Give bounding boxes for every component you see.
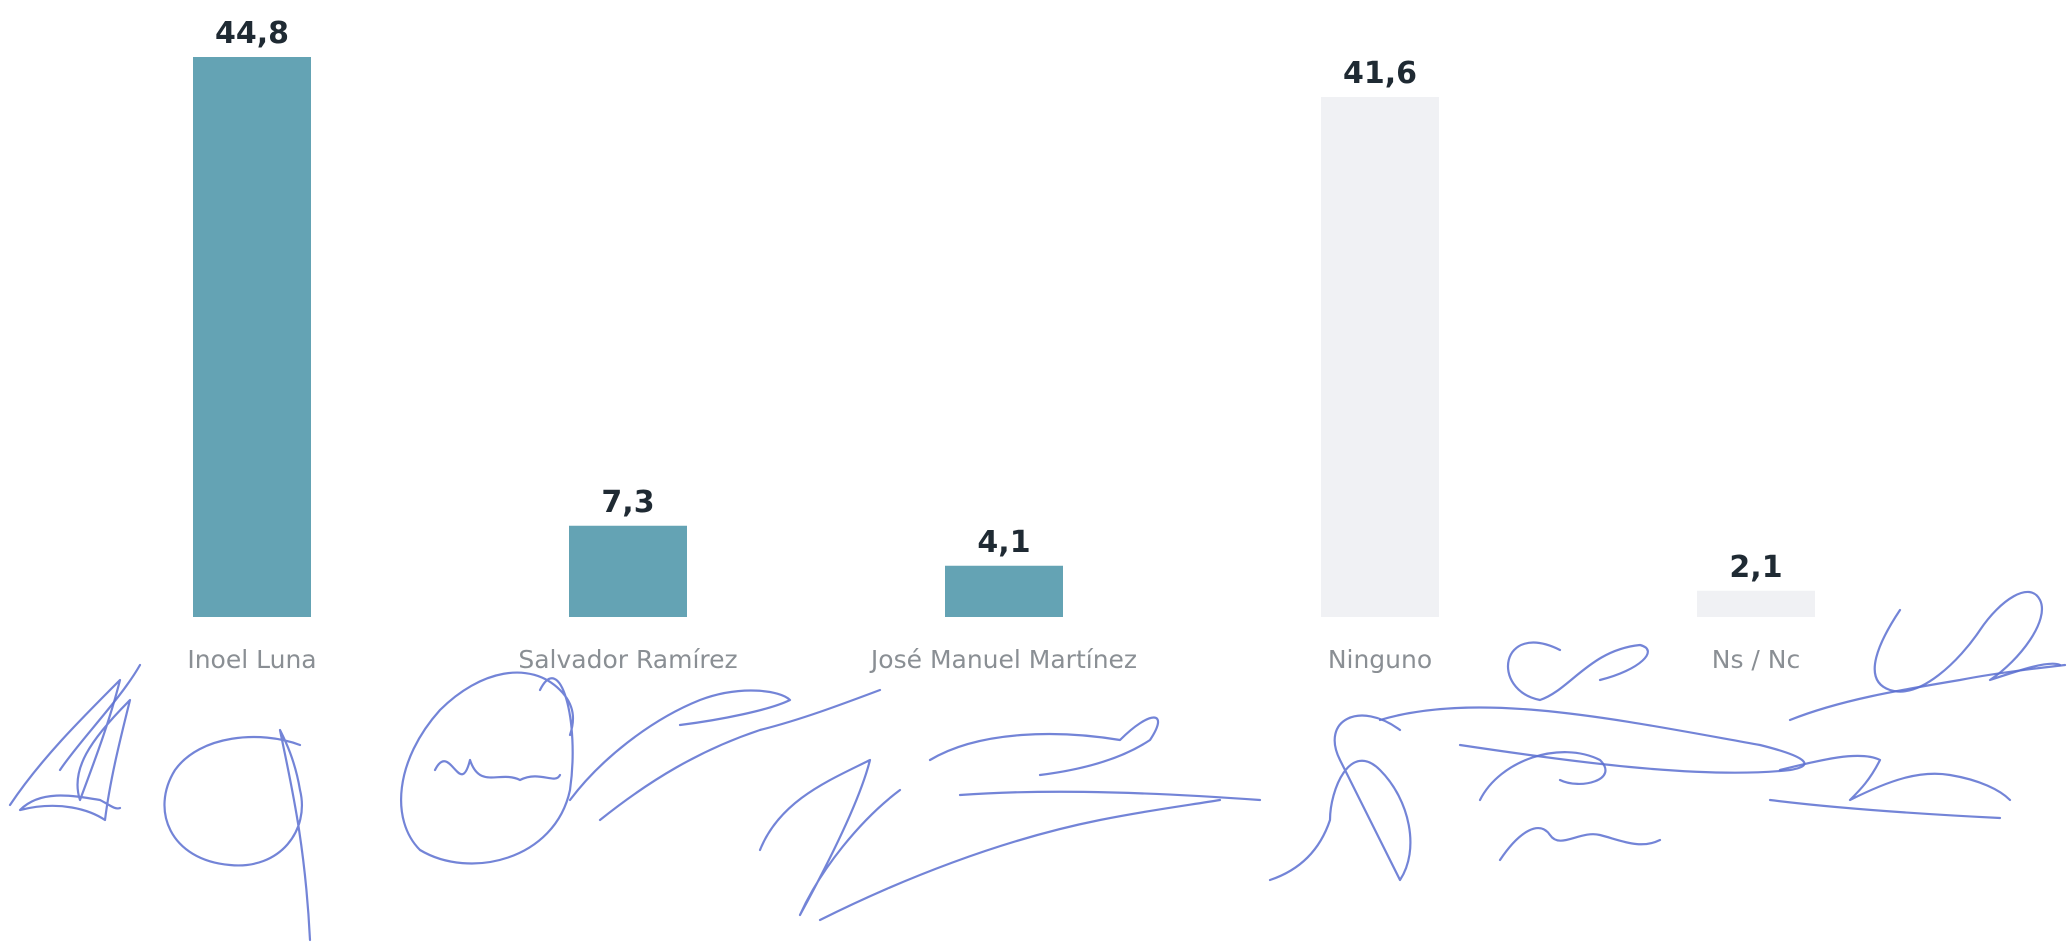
value-label-3: 4,1 [977, 525, 1030, 560]
category-label-2: Salvador Ramírez [518, 645, 737, 674]
bar-5 [1697, 590, 1815, 617]
category-label-3: José Manuel Martínez [869, 645, 1137, 674]
bar-1 [193, 57, 311, 617]
bars-group [193, 57, 1815, 617]
signature-4 [758, 716, 1262, 922]
category-labels-group: Inoel Luna Salvador Ramírez José Manuel Ma… [187, 645, 1800, 674]
value-labels-group: 44,8 7,3 4,1 41,6 2,1 [215, 16, 1783, 585]
category-label-4: Ninguno [1328, 645, 1432, 674]
bar-3 [945, 565, 1063, 617]
signature-2 [163, 728, 312, 942]
value-label-2: 7,3 [601, 485, 654, 520]
signatures-overlay [8, 590, 2067, 942]
value-label-1: 44,8 [215, 16, 289, 51]
signature-1 [8, 663, 142, 822]
category-label-5: Ns / Nc [1712, 645, 1801, 674]
bar-2 [569, 525, 687, 617]
signature-5 [1268, 641, 1806, 882]
value-label-4: 41,6 [1343, 56, 1417, 91]
category-label-1: Inoel Luna [187, 645, 316, 674]
signature-3 [400, 671, 882, 865]
signature-6 [1768, 590, 2067, 820]
value-label-5: 2,1 [1729, 550, 1782, 585]
bar-4 [1321, 97, 1439, 617]
